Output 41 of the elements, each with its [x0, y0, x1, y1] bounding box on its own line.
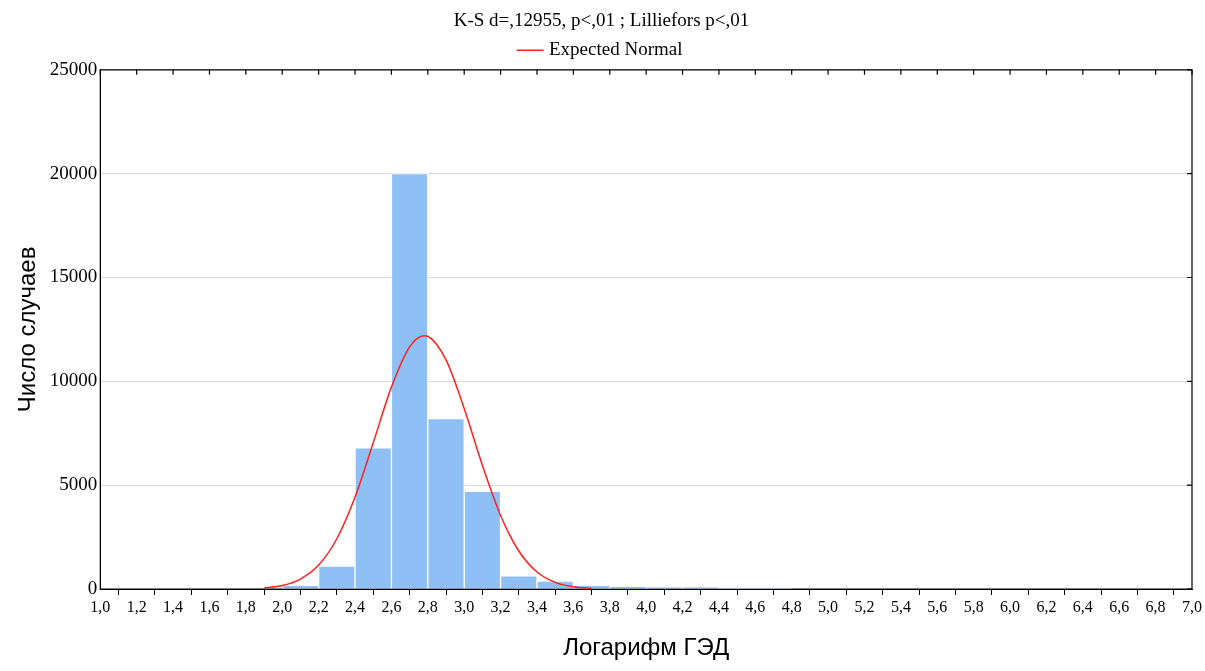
x-tick-label: 2,8 [417, 597, 438, 615]
x-tick-label: 1,4 [163, 597, 184, 615]
x-tick-label: 6,2 [1036, 597, 1057, 615]
x-tick-label: 6,0 [1000, 597, 1021, 615]
x-tick-label: 5,6 [927, 597, 948, 615]
x-tick-label: 6,4 [1072, 597, 1093, 615]
x-tick-label: 4,2 [672, 597, 693, 615]
x-tick-label: 5,0 [818, 597, 839, 615]
x-tick-label: 3,2 [490, 597, 511, 615]
x-tick-label: 2,0 [272, 597, 293, 615]
legend-label: Expected Normal [549, 38, 683, 60]
x-tick-label: 5,2 [854, 597, 875, 615]
x-tick-label: 4,4 [708, 597, 729, 615]
x-tick-label: 3,6 [563, 597, 584, 615]
x-tick-label: 5,8 [963, 597, 984, 615]
y-tick-label: 15000 [49, 265, 98, 287]
x-axis-title: Логарифм ГЭД [563, 633, 730, 661]
y-tick-label: 5000 [59, 473, 98, 495]
chart-title: K-S d=,12955, p<,01 ; Lilliefors p<,01 [453, 9, 750, 31]
y-tick-label: 25000 [49, 57, 98, 79]
x-tick-label: 3,0 [454, 597, 475, 615]
x-tick-label: 6,6 [1109, 597, 1130, 615]
x-tick-label: 1,0 [90, 597, 111, 615]
x-tick-label: 3,4 [526, 597, 547, 615]
x-tick-label: 7,0 [1182, 597, 1202, 615]
x-tick-label: 1,2 [126, 597, 147, 615]
x-tick-label: 2,4 [345, 597, 366, 615]
x-tick-label: 6,8 [1145, 597, 1166, 615]
x-tick-label: 1,8 [235, 597, 256, 615]
x-tick-label: 5,4 [890, 597, 911, 615]
y-tick-label: 10000 [49, 369, 98, 391]
y-tick-label: 0 [87, 576, 98, 598]
x-tick-label: 4,6 [745, 597, 766, 615]
x-tick-label: 4,8 [781, 597, 802, 615]
x-tick-label: 4,0 [636, 597, 657, 615]
x-tick-label: 2,6 [381, 597, 402, 615]
x-tick-label: 1,6 [199, 597, 220, 615]
x-tick-label: 2,2 [308, 597, 329, 615]
y-axis-title: Число случаев [13, 246, 41, 413]
y-tick-label: 20000 [49, 161, 98, 183]
x-tick-label: 3,8 [599, 597, 620, 615]
